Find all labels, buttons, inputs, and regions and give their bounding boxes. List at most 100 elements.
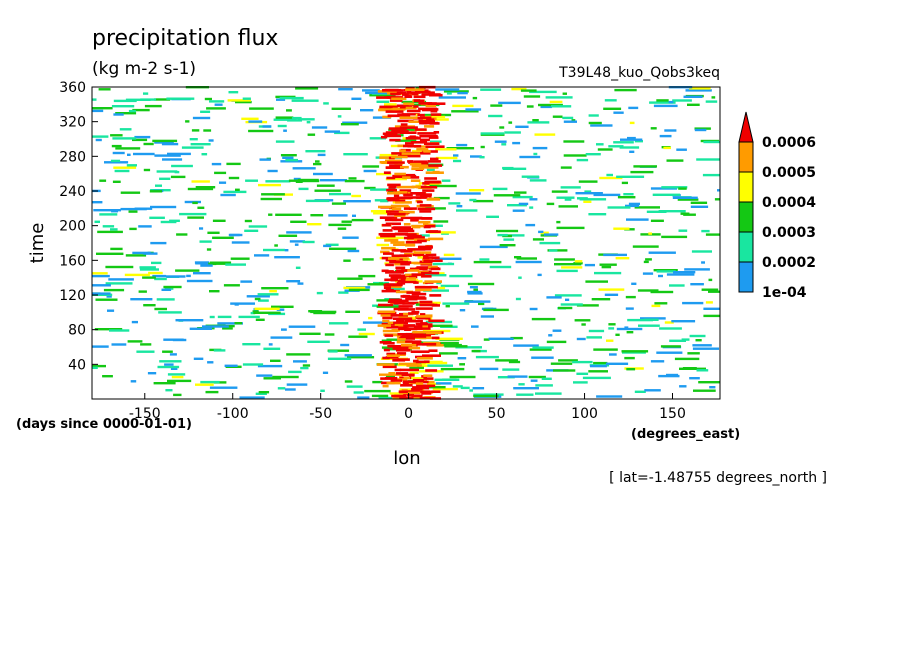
field-streak <box>235 188 240 191</box>
field-streak <box>479 156 485 159</box>
field-streak <box>275 140 295 143</box>
field-streak <box>291 116 302 120</box>
field-streak <box>315 160 320 163</box>
field-streak <box>217 322 243 325</box>
field-streak <box>430 157 439 161</box>
colorbar-extend-arrow <box>738 111 754 143</box>
field-streak <box>410 219 419 222</box>
field-streak <box>465 108 482 111</box>
field-streak <box>314 189 341 192</box>
field-streak <box>99 213 118 216</box>
field-streak <box>397 155 408 159</box>
field-streak <box>515 260 542 264</box>
field-streak <box>427 364 453 367</box>
field-streak <box>105 265 134 269</box>
field-streak <box>331 107 351 110</box>
field-streak <box>107 309 115 312</box>
field-streak <box>625 295 636 299</box>
field-streak <box>393 191 408 194</box>
field-streak <box>305 150 326 153</box>
field-streak <box>316 291 323 295</box>
field-streak <box>142 276 156 279</box>
field-streak <box>284 249 289 252</box>
field-streak <box>456 143 468 147</box>
field-streak <box>682 367 697 370</box>
field-streak <box>417 113 425 117</box>
field-streak <box>163 285 182 289</box>
field-streak <box>324 333 335 336</box>
field-streak <box>573 262 583 265</box>
field-streak <box>504 131 521 134</box>
y-tick-label: 40 <box>68 357 86 373</box>
field-streak <box>512 141 521 145</box>
field-streak <box>403 223 411 226</box>
field-streak <box>683 213 696 216</box>
field-streak <box>405 106 417 110</box>
field-streak <box>424 280 442 283</box>
field-streak <box>585 280 608 283</box>
field-streak <box>538 103 563 107</box>
colorbar-segment <box>738 201 754 233</box>
field-streak <box>159 177 171 180</box>
field-streak <box>399 149 406 152</box>
field-streak <box>167 152 191 156</box>
field-streak <box>249 107 274 110</box>
field-streak <box>384 103 397 106</box>
field-streak <box>328 214 348 217</box>
field-streak <box>343 153 368 156</box>
field-streak <box>379 156 396 159</box>
field-streak <box>498 101 521 105</box>
field-streak <box>343 200 371 203</box>
field-streak <box>419 138 430 142</box>
field-streak <box>493 194 521 197</box>
field-streak <box>535 392 562 395</box>
field-streak <box>413 251 432 254</box>
field-streak <box>373 212 392 215</box>
field-streak <box>424 177 437 180</box>
field-streak <box>392 359 406 362</box>
field-streak <box>676 148 687 151</box>
field-streak <box>418 246 433 249</box>
field-streak <box>381 269 389 273</box>
field-streak <box>653 104 678 108</box>
field-streak <box>109 329 130 332</box>
field-streak <box>161 142 179 146</box>
field-streak <box>372 380 383 384</box>
field-streak <box>147 372 157 375</box>
field-streak <box>563 154 587 157</box>
field-streak <box>435 148 457 151</box>
field-streak <box>502 167 527 170</box>
field-streak <box>338 88 353 91</box>
field-streak <box>708 278 713 282</box>
field-streak <box>405 244 415 247</box>
field-streak <box>401 373 415 377</box>
field-streak <box>430 140 442 143</box>
field-streak <box>313 162 322 166</box>
field-streak <box>505 234 525 237</box>
field-streak <box>255 318 265 321</box>
field-streak <box>110 228 118 231</box>
field-streak <box>408 374 415 377</box>
field-streak <box>515 125 529 128</box>
field-streak <box>503 238 515 241</box>
field-streak <box>380 135 388 139</box>
field-streak <box>407 393 414 397</box>
field-streak <box>327 357 352 360</box>
field-streak <box>112 137 137 140</box>
field-streak <box>709 386 716 389</box>
field-streak <box>679 385 687 388</box>
field-streak <box>511 87 527 91</box>
field-streak <box>111 343 127 346</box>
field-streak <box>540 231 549 234</box>
field-streak <box>108 278 134 281</box>
field-streak <box>365 91 393 95</box>
field-streak <box>92 135 109 138</box>
field-streak <box>400 280 417 284</box>
field-streak <box>650 290 674 294</box>
field-streak <box>327 349 350 352</box>
field-streak <box>634 140 643 143</box>
field-streak <box>423 377 434 380</box>
field-streak <box>397 352 407 355</box>
field-streak <box>694 128 707 132</box>
field-streak <box>540 105 553 109</box>
